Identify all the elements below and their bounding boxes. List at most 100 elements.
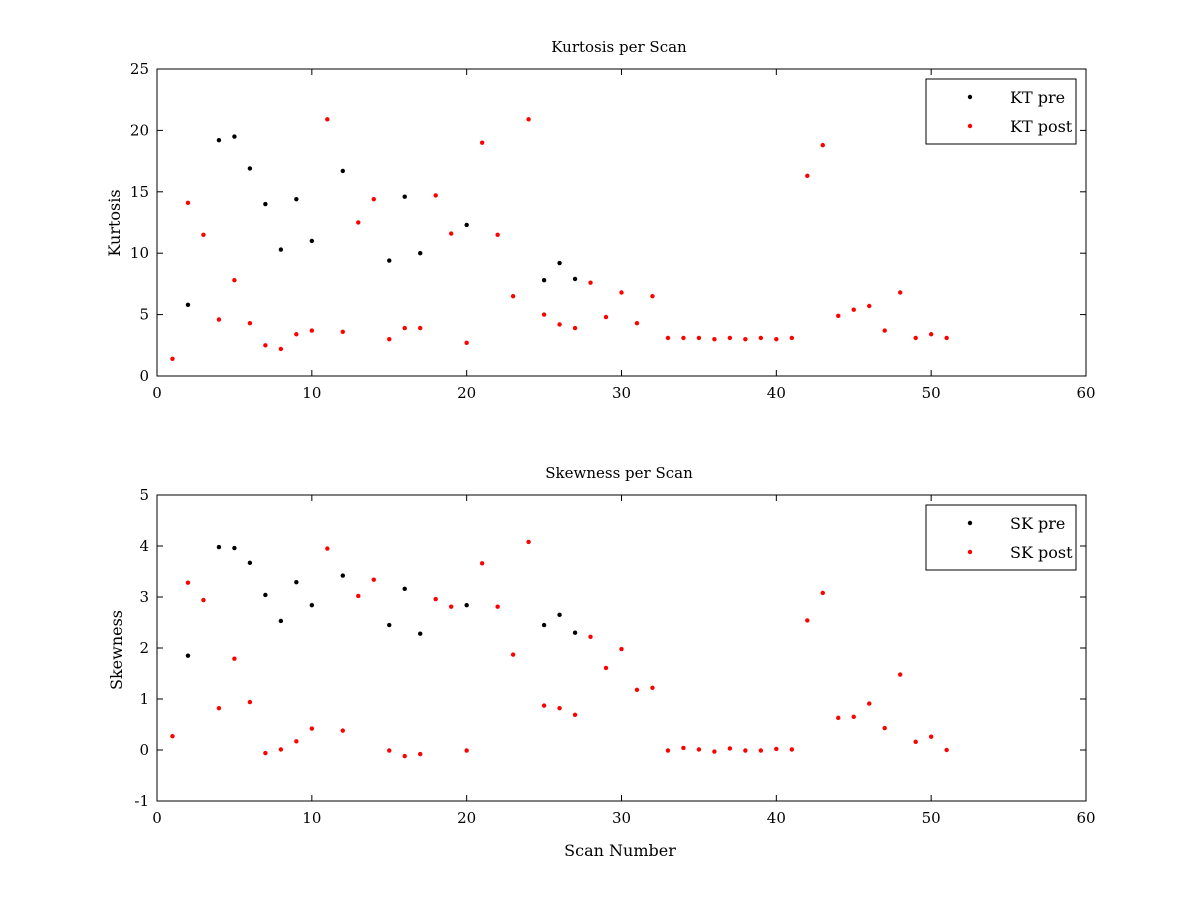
data-point bbox=[232, 656, 237, 661]
data-point bbox=[541, 703, 547, 708]
data-point bbox=[185, 653, 191, 658]
data-point bbox=[294, 196, 299, 202]
data-point bbox=[603, 314, 609, 320]
x-tick-label: 50 bbox=[922, 809, 941, 827]
data-point bbox=[325, 117, 330, 122]
data-point bbox=[619, 646, 624, 652]
legend-marker bbox=[967, 549, 973, 555]
y-tick-label: 15 bbox=[130, 183, 149, 201]
data-point bbox=[418, 751, 423, 757]
data-point bbox=[495, 232, 500, 237]
data-point bbox=[681, 745, 686, 751]
data-point bbox=[387, 336, 392, 342]
data-point bbox=[170, 734, 175, 739]
data-point bbox=[356, 220, 361, 225]
data-point bbox=[572, 276, 578, 282]
x-tick-label: 0 bbox=[152, 809, 162, 827]
y-tick-label: 5 bbox=[139, 486, 149, 504]
y-tick-label: 5 bbox=[139, 306, 149, 324]
legend: SK pre SK post bbox=[925, 504, 1077, 571]
data-point bbox=[557, 612, 562, 618]
data-point bbox=[634, 320, 640, 326]
data-point bbox=[402, 194, 407, 199]
x-tick-label: 30 bbox=[612, 384, 631, 402]
data-point bbox=[944, 747, 949, 753]
data-point bbox=[541, 312, 547, 317]
data-point bbox=[913, 739, 918, 745]
x-tick-label: 10 bbox=[302, 384, 321, 402]
data-point bbox=[805, 618, 810, 623]
data-point bbox=[898, 672, 903, 677]
data-point bbox=[588, 280, 593, 285]
data-point bbox=[464, 748, 469, 753]
data-point bbox=[185, 302, 191, 307]
y-tick-label: 0 bbox=[139, 367, 149, 385]
kurtosis-panel: Kurtosis per Scan Kurtosis 0 10 20 30 40 50 60… bbox=[105, 38, 1096, 402]
data-point bbox=[387, 622, 392, 628]
data-point bbox=[278, 747, 284, 752]
data-point bbox=[201, 232, 206, 237]
data-point bbox=[820, 590, 825, 596]
data-point bbox=[340, 573, 345, 578]
chart-title: Kurtosis per Scan bbox=[551, 38, 687, 56]
data-point bbox=[185, 580, 191, 585]
x-tick-label: 10 bbox=[302, 809, 321, 827]
data-point bbox=[758, 335, 764, 341]
data-point bbox=[340, 728, 345, 733]
data-point bbox=[448, 604, 454, 609]
legend-marker bbox=[967, 94, 973, 100]
data-point bbox=[479, 140, 485, 145]
data-point bbox=[263, 201, 268, 207]
data-point bbox=[433, 596, 438, 602]
data-point bbox=[309, 238, 315, 244]
data-point bbox=[696, 335, 702, 341]
x-tick-label: 60 bbox=[1076, 384, 1095, 402]
data-point bbox=[572, 630, 578, 635]
legend-entry: SK pre bbox=[1010, 514, 1065, 533]
data-point bbox=[340, 168, 345, 174]
x-tick-label: 30 bbox=[612, 809, 631, 827]
legend: KT pre KT post bbox=[925, 78, 1077, 145]
data-point bbox=[294, 332, 299, 337]
data-point bbox=[402, 586, 407, 592]
data-point bbox=[448, 231, 454, 236]
data-point bbox=[479, 561, 485, 566]
data-point bbox=[789, 747, 795, 752]
data-point bbox=[402, 753, 407, 759]
data-point bbox=[418, 325, 423, 331]
y-tick-label: 20 bbox=[130, 121, 149, 139]
data-point bbox=[774, 746, 779, 752]
legend-entry: SK post bbox=[1010, 543, 1073, 562]
data-point bbox=[867, 701, 872, 706]
data-point bbox=[743, 336, 748, 342]
x-tick-label: 60 bbox=[1076, 809, 1095, 827]
y-tick-label: 1 bbox=[139, 690, 149, 708]
data-point bbox=[309, 328, 315, 333]
data-point bbox=[820, 142, 825, 148]
data-point bbox=[216, 317, 222, 322]
data-point bbox=[278, 247, 284, 252]
data-point bbox=[278, 346, 284, 352]
data-point bbox=[418, 251, 423, 256]
data-point bbox=[433, 193, 438, 198]
data-point bbox=[650, 685, 655, 690]
data-point bbox=[201, 597, 206, 603]
data-point bbox=[325, 546, 330, 551]
y-tick-label: 2 bbox=[139, 639, 149, 657]
data-point bbox=[340, 329, 345, 334]
data-point bbox=[216, 138, 222, 143]
data-point bbox=[789, 335, 795, 341]
y-tick-label: -1 bbox=[134, 792, 149, 810]
data-point bbox=[851, 714, 856, 720]
skewness-panel: Skewness per Scan Skewness Scan Number 0… bbox=[107, 464, 1096, 860]
data-point bbox=[851, 307, 856, 312]
y-axis-label: Skewness bbox=[107, 610, 126, 690]
x-tick-label: 40 bbox=[767, 809, 786, 827]
data-point bbox=[727, 746, 733, 751]
legend-entry: KT post bbox=[1010, 117, 1073, 136]
data-point bbox=[712, 336, 717, 342]
y-tick-label: 3 bbox=[139, 588, 149, 606]
legend-box bbox=[925, 504, 1077, 571]
data-point bbox=[665, 748, 671, 753]
